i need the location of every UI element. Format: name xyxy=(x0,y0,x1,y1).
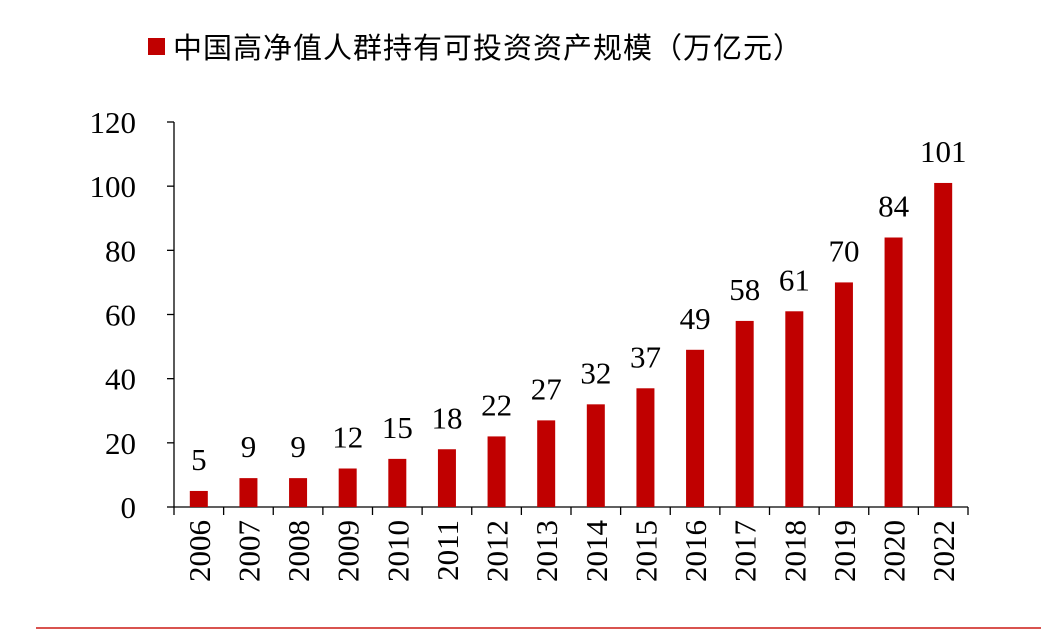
data-label: 61 xyxy=(779,262,810,297)
data-label: 27 xyxy=(531,371,562,406)
bar-2006 xyxy=(189,490,208,507)
y-tick-label: 120 xyxy=(90,105,137,140)
bar-2007 xyxy=(239,478,258,507)
bar-2017 xyxy=(735,320,754,507)
x-tick-label: 2009 xyxy=(331,520,366,582)
y-tick-label: 100 xyxy=(90,169,137,204)
x-tick-label: 2022 xyxy=(926,520,961,582)
legend-label: 中国高净值人群持有可投资资产规模（万亿元） xyxy=(173,31,804,65)
data-label: 49 xyxy=(680,301,711,336)
y-tick-label: 40 xyxy=(105,362,136,397)
bars xyxy=(189,182,953,508)
data-label: 70 xyxy=(828,233,859,268)
x-tick-label: 2019 xyxy=(827,520,862,582)
y-tick-label: 60 xyxy=(105,298,136,333)
y-tick-label: 0 xyxy=(121,490,137,525)
data-label: 12 xyxy=(332,420,363,455)
bar-2009 xyxy=(338,468,357,507)
data-label: 9 xyxy=(290,429,306,464)
data-label: 58 xyxy=(729,272,760,307)
data-label: 5 xyxy=(191,442,207,477)
x-tick-label: 2011 xyxy=(430,520,465,581)
bar-2018 xyxy=(785,311,804,507)
bar-2020 xyxy=(884,237,903,507)
data-label: 84 xyxy=(878,189,910,224)
data-label: 18 xyxy=(431,400,462,435)
x-tick-label: 2020 xyxy=(877,520,912,582)
data-label: 101 xyxy=(920,134,967,169)
legend-swatch-icon xyxy=(148,37,165,55)
bar-2010 xyxy=(388,458,407,507)
bar-2016 xyxy=(686,349,705,507)
data-label: 37 xyxy=(630,339,661,374)
bar-2013 xyxy=(537,420,556,507)
data-label: 22 xyxy=(481,387,512,422)
legend: 中国高净值人群持有可投资资产规模（万亿元） xyxy=(148,28,804,65)
bar-2011 xyxy=(437,449,456,507)
x-tick-label: 2006 xyxy=(182,520,217,582)
x-tick-label: 2008 xyxy=(281,520,316,582)
x-tick-label: 2012 xyxy=(480,520,515,582)
x-tick-label: 2007 xyxy=(231,520,266,582)
bar-2014 xyxy=(586,404,605,507)
x-tick-label: 2010 xyxy=(380,520,415,582)
data-label: 32 xyxy=(580,355,611,390)
bar-2015 xyxy=(636,388,655,507)
x-axis: 2006 2007 2008 2009 2010 2011 2012 2013 2014 2015… xyxy=(173,506,969,583)
y-tick-label: 80 xyxy=(105,233,136,268)
footer-divider xyxy=(36,627,1041,629)
x-tick-label: 2013 xyxy=(529,520,564,582)
data-label: 15 xyxy=(382,410,413,445)
y-axis: 0 20 40 60 80 100 120 xyxy=(90,105,175,525)
bar-2019 xyxy=(834,282,853,507)
x-tick-label: 2016 xyxy=(678,520,713,582)
bar-2012 xyxy=(487,436,506,507)
x-tick-label: 2018 xyxy=(777,520,812,582)
x-tick-label: 2015 xyxy=(628,520,663,582)
bar-2022 xyxy=(934,182,953,508)
data-label: 9 xyxy=(241,429,257,464)
x-tick-label: 2017 xyxy=(728,520,763,582)
y-tick-label: 20 xyxy=(105,426,136,461)
bar-2008 xyxy=(289,478,308,507)
x-tick-label: 2014 xyxy=(579,520,614,583)
